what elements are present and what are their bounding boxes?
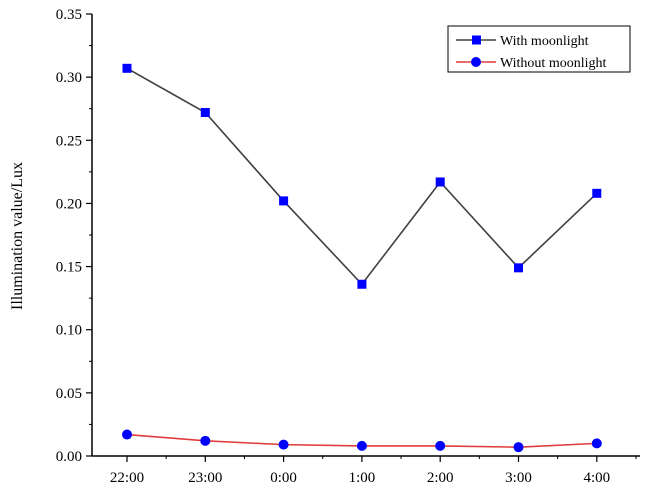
y-tick-label: 0.30	[56, 70, 82, 86]
x-tick-label: 3:00	[505, 470, 532, 486]
x-tick-label: 4:00	[583, 470, 610, 486]
y-tick-label: 0.15	[56, 260, 82, 276]
legend-marker	[471, 57, 481, 67]
series-layer	[122, 63, 602, 453]
data-point	[357, 279, 367, 289]
data-point	[592, 188, 602, 198]
y-tick-label: 0.10	[56, 323, 82, 339]
y-tick-label: 0.35	[56, 7, 82, 23]
x-tick-label: 23:00	[188, 470, 222, 486]
series-1	[122, 63, 602, 289]
data-point	[200, 435, 211, 446]
x-tick-label: 0:00	[270, 470, 297, 486]
data-point	[435, 440, 446, 451]
y-tick-label: 0.00	[56, 449, 82, 465]
data-point	[200, 108, 210, 118]
series-line	[126, 67, 598, 286]
data-point	[278, 439, 289, 450]
data-point	[513, 442, 524, 453]
x-tick-label: 22:00	[110, 470, 144, 486]
data-point	[122, 63, 132, 73]
series-2	[122, 429, 602, 453]
legend-item: With moonlight	[456, 34, 589, 49]
data-point	[279, 196, 289, 206]
axes: 0.00 0.05 0.10 0.15 0.20 0.25 0.30 0.35 22:00 23:…	[56, 7, 640, 486]
y-tick-label: 0.20	[56, 196, 82, 212]
y-tick-label: 0.25	[56, 133, 82, 149]
legend-label: With moonlight	[500, 34, 589, 49]
legend: With moonlight Without moonlight	[447, 25, 631, 73]
data-point	[356, 440, 367, 451]
y-tick-label: 0.05	[56, 386, 82, 402]
y-axis-title: Illumination value/Lux	[9, 162, 26, 310]
x-tick-label: 2:00	[427, 470, 454, 486]
data-point	[591, 438, 602, 449]
data-point	[514, 263, 523, 273]
x-tick-label: 1:00	[349, 470, 376, 486]
legend-marker	[472, 35, 481, 45]
legend-item: Without moonlight	[456, 56, 606, 71]
data-point	[122, 429, 132, 440]
data-point	[435, 177, 445, 187]
legend-label: Without moonlight	[500, 56, 606, 71]
